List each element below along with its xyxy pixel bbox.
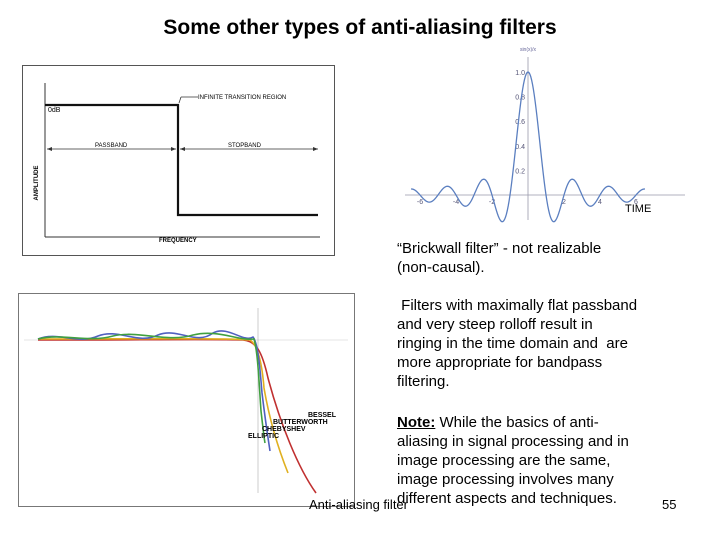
sinc-top-label: sin(x)/x <box>520 47 537 53</box>
note-line: different aspects and techniques. <box>397 490 617 507</box>
chebyshev-curve <box>37 330 271 452</box>
flat-passband-line: more appropriate for bandpass <box>397 354 603 371</box>
note-line: aliasing in signal processing and in <box>397 433 629 450</box>
sinc-x-tick-label: 6 <box>634 199 638 206</box>
sinc-y-tick-label: 1.0 <box>515 70 525 77</box>
flat-passband-line: ringing in the time domain and are <box>397 335 628 352</box>
brickwall-caption: “Brickwall filter” - not realizable (non… <box>397 239 601 277</box>
note-line: image processing are the same, <box>397 452 611 469</box>
brickwall-filter-diagram: 0dB AMPLITUDE FREQUENCY INFINITE TRANSIT… <box>22 65 335 256</box>
sinc-y-tick-label: 0.6 <box>515 119 525 126</box>
note-first-line: Note: While the basics of anti- <box>397 413 629 432</box>
sinc-x-ticks: -6 -4 -2 2 4 6 <box>417 199 638 206</box>
butterworth-label: BUTTERWORTH <box>273 419 328 426</box>
transition-label: INFINITE TRANSITION REGION <box>198 95 286 101</box>
elliptic-curve <box>37 332 266 444</box>
sinc-curve <box>410 71 646 223</box>
sinc-x-tick-label: 4 <box>598 199 602 206</box>
sinc-x-tick-label: -6 <box>417 199 423 206</box>
brickwall-caption-line: “Brickwall filter” - not realizable <box>397 240 602 257</box>
stopband-label: STOPBAND <box>228 143 262 149</box>
brickwall-response-line <box>45 103 318 217</box>
filter-plot-frame <box>18 293 355 507</box>
sinc-y-ticks: 1.00.80.60.40.2-0.2 <box>515 70 525 175</box>
filter-response-plot: BESSEL BUTTERWORTH CHEBYSHEV ELLIPTIC <box>18 293 355 507</box>
brickwall-caption-line: (non-causal). <box>397 259 485 276</box>
time-label: TIME <box>625 203 651 215</box>
flat-passband-text: Filters with maximally flat passband and… <box>397 296 637 391</box>
note-line: image processing involves many <box>397 471 614 488</box>
zero-db-label: 0dB <box>48 107 61 114</box>
sinc-x-tick-label: 2 <box>562 199 566 206</box>
slide-title: Some other types of anti-aliasing filter… <box>163 16 557 39</box>
sinc-y-tick-label: 0.2 <box>515 168 525 175</box>
sinc-x-tick-label: -4 <box>453 199 459 206</box>
flat-passband-line: filtering. <box>397 373 450 390</box>
sinc-x-tick-label: -2 <box>489 199 495 206</box>
note-label: Note: <box>397 414 436 431</box>
footer-label: Anti-aliasing filter <box>309 497 408 512</box>
chebyshev-label: CHEBYSHEV <box>262 426 306 433</box>
note-first-text: While the basics of anti- <box>435 414 599 431</box>
amplitude-label: AMPLITUDE <box>34 166 40 201</box>
flat-passband-line: Filters with maximally flat passband <box>397 297 638 314</box>
bessel-label: BESSEL <box>308 412 337 419</box>
sinc-y-tick-label: 0.8 <box>515 95 525 102</box>
sinc-y-tick-label: 0.4 <box>515 144 525 151</box>
page-number: 55 <box>662 497 677 512</box>
elliptic-label: ELLIPTIC <box>248 433 279 440</box>
flat-passband-line: and very steep rolloff result in <box>397 316 593 333</box>
frequency-label: FREQUENCY <box>159 238 197 244</box>
passband-label: PASSBAND <box>95 143 128 149</box>
note-text: Note: While the basics of anti- aliasing… <box>397 413 629 508</box>
